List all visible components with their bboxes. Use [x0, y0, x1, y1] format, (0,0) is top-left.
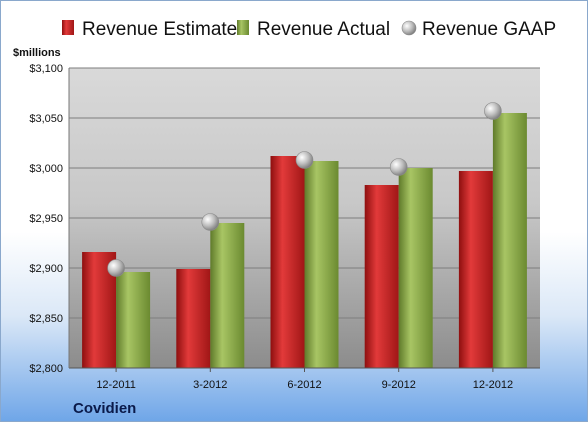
y-axis: $2,800 $2,850 $2,900 $2,950 $3,000 $3,050 $3,1…	[29, 63, 63, 375]
marker-revenue-gaap	[484, 102, 502, 120]
marker-revenue-gaap	[389, 158, 408, 176]
y-tick-label: $3,050	[29, 113, 63, 125]
legend-label-estimate: Revenue Estimate	[82, 19, 237, 40]
marker-revenue-gaap	[201, 213, 220, 231]
bar-revenue-actual	[398, 168, 433, 368]
y-tick-label: $2,800	[29, 363, 63, 375]
company-name: Covidien	[73, 400, 136, 417]
x-tick-label: 6-2012	[287, 379, 321, 391]
legend: Revenue Estimate Revenue Actual Revenue …	[62, 19, 556, 40]
y-tick-label: $3,100	[29, 63, 63, 75]
bar-revenue-estimate	[458, 171, 493, 368]
y-tick-label: $2,900	[29, 263, 63, 275]
y-tick-label: $3,000	[29, 163, 63, 175]
marker-revenue-gaap	[295, 151, 314, 169]
bar-revenue-actual	[304, 161, 339, 368]
gaap-markers	[107, 102, 502, 277]
x-tick-label: 9-2012	[382, 379, 416, 391]
bar-revenue-actual	[210, 223, 245, 368]
legend-marker-gaap	[401, 20, 417, 36]
y-tick-label: $2,850	[29, 313, 63, 325]
marker-revenue-gaap	[107, 259, 125, 277]
bar-revenue-estimate	[270, 156, 305, 368]
y-tick-label: $2,950	[29, 213, 63, 225]
legend-label-actual: Revenue Actual	[257, 19, 390, 40]
legend-swatch-actual	[237, 20, 249, 35]
x-tick-label: 12-2012	[473, 379, 513, 391]
legend-label-gaap: Revenue GAAP	[422, 19, 556, 40]
bar-revenue-actual	[492, 113, 527, 368]
bar-revenue-estimate	[176, 269, 211, 368]
bar-revenue-actual	[116, 272, 151, 368]
x-axis: 12-2011 3-2012 6-2012 9-2012 12-2012	[96, 368, 513, 391]
bar-revenue-estimate	[364, 185, 399, 368]
x-tick-label: 3-2012	[193, 379, 227, 391]
legend-swatch-estimate	[62, 20, 74, 35]
unit-label: $millions	[13, 47, 61, 59]
x-tick-label: 12-2011	[96, 379, 136, 391]
